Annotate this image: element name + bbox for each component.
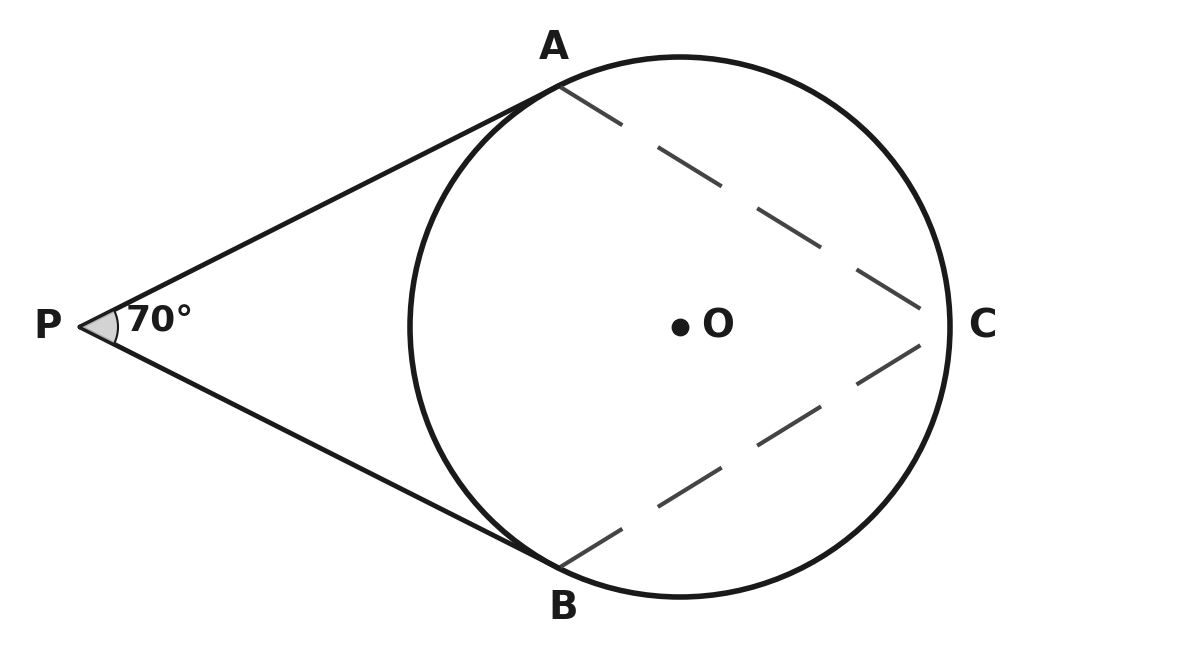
Text: P: P bbox=[34, 308, 63, 346]
Text: B: B bbox=[549, 589, 579, 627]
Text: 70°: 70° bbox=[126, 305, 194, 339]
Text: A: A bbox=[539, 29, 568, 67]
Wedge shape bbox=[80, 310, 118, 344]
Text: C: C bbox=[967, 308, 997, 346]
Text: O: O bbox=[702, 308, 735, 346]
Point bbox=[671, 322, 690, 332]
